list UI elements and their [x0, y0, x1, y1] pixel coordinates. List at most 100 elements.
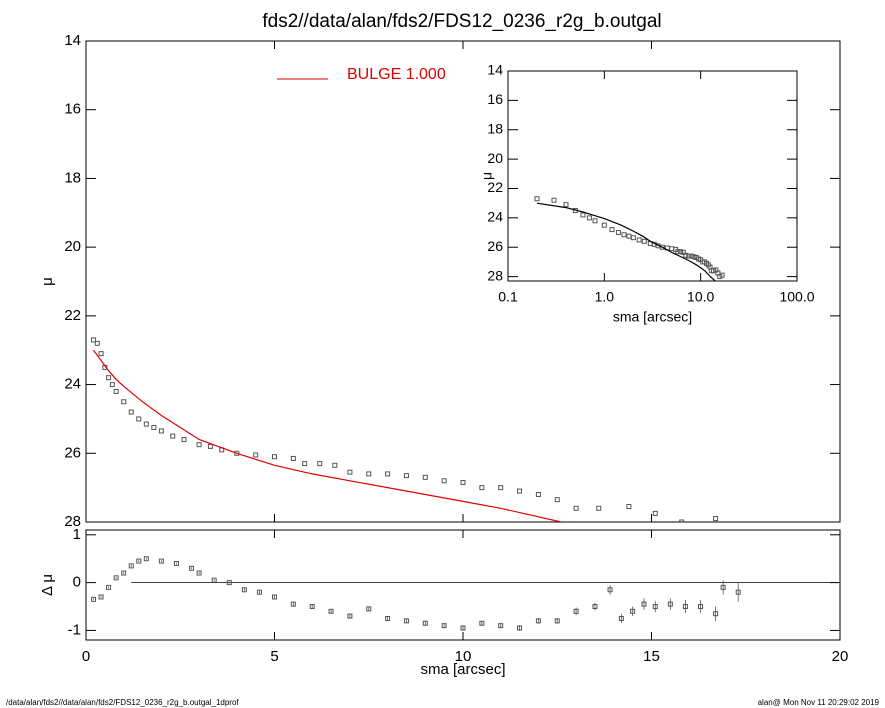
data-point: [136, 416, 142, 422]
y-tick-label: 26: [487, 238, 503, 254]
panel: 0.1 1.0 10.0 100.0 14 16 18 20 22 24 26 28 μ sma [arc…: [479, 62, 815, 325]
data-point: [636, 237, 642, 243]
data-point: [403, 473, 409, 479]
data-point: [113, 388, 119, 394]
data-point: [713, 516, 719, 522]
data-point: [652, 604, 658, 610]
data-point: [641, 238, 647, 244]
y-tick-label: 20: [487, 150, 503, 166]
data-point: [607, 587, 613, 593]
y-axis-label: μ: [39, 277, 56, 286]
y-tick-label: 16: [487, 91, 503, 107]
data-point: [551, 197, 557, 203]
data-point: [554, 618, 560, 624]
y-tick-label: 20: [64, 238, 81, 255]
data-point: [422, 620, 428, 626]
data-point: [196, 442, 202, 448]
data-point: [272, 594, 277, 600]
data-point: [290, 455, 296, 461]
data-point: [592, 218, 598, 224]
plot-frame: [507, 70, 798, 282]
data-point: [686, 253, 692, 259]
x-tick-label: 20: [832, 648, 849, 665]
data-point: [317, 461, 323, 467]
y-axis-label: μ: [479, 172, 495, 180]
data-point: [106, 375, 112, 381]
data-point: [517, 625, 523, 631]
data-point: [143, 556, 149, 562]
data-point: [517, 488, 523, 494]
panel-background: [508, 71, 797, 281]
y-tick-label: 14: [64, 32, 81, 49]
data-point: [652, 510, 658, 516]
data-point: [441, 623, 447, 629]
data-point: [113, 575, 119, 581]
data-point: [366, 606, 372, 612]
y-tick-label: 1: [73, 526, 81, 543]
legend-label: BULGE 1.000: [347, 66, 446, 83]
plot-area: [91, 337, 719, 522]
x-axis-label: sma [arcsec]: [613, 309, 692, 325]
footer-left: /data/alan/fds2//data/alan/fds2/FDS12_02…: [6, 698, 239, 707]
data-point: [253, 452, 259, 458]
data-point: [460, 625, 466, 631]
data-point: [630, 608, 636, 614]
data-point: [498, 623, 504, 629]
y-tick-label: 22: [487, 179, 503, 195]
data-point: [347, 613, 353, 619]
x-tick-label: 15: [643, 648, 660, 665]
footer-right: alan@ Mon Nov 11 20:29:02 2019: [758, 698, 880, 707]
y-axis-label: Δ μ: [39, 574, 56, 596]
data-point: [226, 580, 232, 586]
y-tick-label: 26: [64, 444, 81, 461]
data-point: [385, 471, 391, 477]
x-tick-label: 100.0: [779, 289, 814, 305]
y-tick-label: 24: [487, 209, 503, 225]
data-point: [290, 601, 296, 607]
data-point: [151, 425, 157, 431]
data-point: [601, 222, 607, 228]
data-point: [158, 558, 164, 564]
data-point: [94, 340, 100, 346]
data-point: [713, 611, 719, 617]
data-point: [682, 604, 688, 610]
data-point: [667, 601, 673, 607]
data-point: [173, 560, 179, 566]
data-point: [121, 570, 127, 576]
y-tick-label: -1: [68, 621, 81, 638]
data-point: [573, 608, 579, 614]
data-point: [403, 618, 409, 624]
data-point: [332, 462, 338, 468]
data-point: [479, 620, 485, 626]
data-point: [158, 428, 164, 434]
data-point: [720, 584, 726, 590]
y-tick-label: 28: [64, 513, 81, 530]
data-point: [498, 485, 504, 491]
data-point: [675, 249, 681, 255]
y-tick-label: 14: [487, 62, 503, 78]
data-point: [121, 399, 127, 405]
data-point: [241, 587, 247, 593]
data-point: [128, 563, 134, 569]
model-line: [536, 202, 717, 281]
data-point: [385, 615, 391, 621]
data-point: [679, 519, 685, 522]
data-point: [234, 450, 240, 456]
x-tick-label: 1.0: [595, 289, 615, 305]
x-tick-label: 0: [82, 648, 90, 665]
data-point: [563, 202, 569, 208]
data-point: [535, 492, 541, 498]
data-point: [698, 604, 704, 610]
data-point: [106, 584, 112, 590]
data-point: [626, 504, 632, 510]
data-point: [128, 409, 134, 415]
x-tick-label: 0.1: [498, 289, 518, 305]
plot-area: [91, 556, 840, 631]
x-tick-label: 10.0: [687, 289, 714, 305]
data-point: [535, 618, 541, 624]
data-point: [422, 474, 428, 480]
data-point: [735, 589, 741, 595]
y-tick-label: 28: [487, 267, 503, 283]
data-point: [479, 485, 485, 491]
